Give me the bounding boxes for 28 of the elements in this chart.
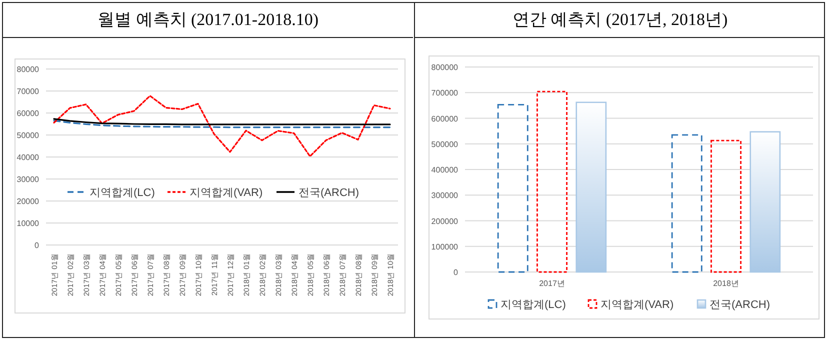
y-tick-label: 100000 [431,242,459,252]
legend-label: 전국(ARCH) [710,299,770,311]
y-tick-label: 50000 [16,131,40,140]
y-tick-label: 600000 [431,114,459,124]
y-tick-label: 800000 [431,63,459,72]
y-tick-label: 30000 [16,175,40,184]
chart-title: 연간 예측치 (2017년, 2018년) [415,3,825,38]
y-tick-label: 10000 [16,219,40,228]
legend-label: 지역합계(VAR) [190,187,263,199]
chart-title: 월별 예측치 (2017.01-2018.10) [3,3,413,38]
x-tick-label: 2017년 [539,279,565,288]
y-tick-label: 0 [34,241,40,250]
y-tick-label: 400000 [431,166,459,174]
y-tick-label: 80000 [16,65,40,74]
y-tick-label: 20000 [16,197,40,206]
y-tick-label: 300000 [431,191,459,200]
y-tick-label: 200000 [431,216,459,226]
legend-label: 지역합계(VAR) [600,299,674,311]
y-tick-label: 70000 [16,87,40,96]
legend-label: 지역합계(LC) [500,299,566,311]
y-tick-label: 500000 [431,140,459,149]
y-tick-label: 0 [454,268,459,277]
x-tick-label: 2018년 [713,279,739,288]
y-tick-label: 40000 [16,153,40,162]
y-tick-label: 700000 [431,88,459,98]
legend-label: 전국(ARCH) [298,187,359,199]
y-tick-label: 60000 [16,109,40,118]
legend-label: 지역합계(LC) [90,187,155,199]
